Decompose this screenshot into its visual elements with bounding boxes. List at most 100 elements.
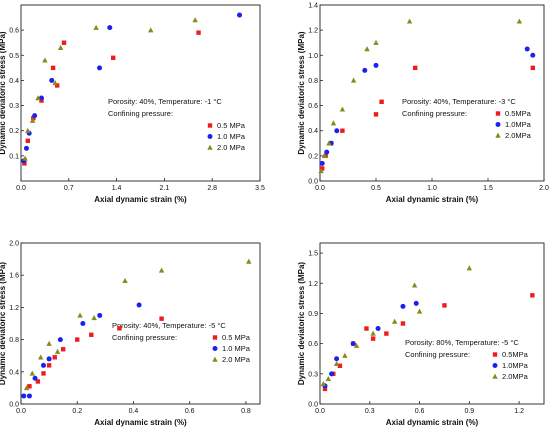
data-point xyxy=(60,347,66,352)
data-point xyxy=(324,149,330,155)
data-point xyxy=(196,30,201,35)
plot-frame xyxy=(319,242,545,405)
data-point xyxy=(122,277,128,284)
data-point xyxy=(50,65,56,71)
x-tick-label: 1.5 xyxy=(483,185,493,192)
legend-marker xyxy=(495,122,501,127)
data-point xyxy=(340,128,345,133)
legend-label: 0.5 MPa xyxy=(222,333,251,342)
data-point xyxy=(406,18,413,24)
y-tick-label: 0.6 xyxy=(308,103,318,110)
data-point xyxy=(27,384,32,389)
series-1.0mpa xyxy=(21,302,142,399)
data-point xyxy=(373,112,379,117)
data-point xyxy=(80,321,86,326)
legend-label: 2.0 MPa xyxy=(217,143,246,152)
x-tick-label: 0.9 xyxy=(464,408,474,415)
data-point xyxy=(136,302,142,308)
y-tick-label: 0.6 xyxy=(308,341,318,348)
data-point xyxy=(353,342,360,348)
y-tick-label: 0.2 xyxy=(308,153,318,160)
x-tick-label: 0.5 xyxy=(371,185,381,192)
x-tick-label: 0.0 xyxy=(315,185,325,192)
x-tick-label: 1.4 xyxy=(112,185,122,192)
data-point xyxy=(41,371,46,376)
x-tick-label: 0.0 xyxy=(16,185,26,192)
data-point xyxy=(35,95,41,101)
condition-annotation: Porosity: 40%, Temperature: -1 °C xyxy=(108,97,222,106)
data-point xyxy=(23,385,30,391)
y-axis-label: Dynamic deviatoric stress (MPa) xyxy=(0,262,7,385)
x-tick-label: 0.2 xyxy=(72,408,82,415)
data-point xyxy=(32,113,38,119)
x-tick-label: 2.1 xyxy=(160,185,170,192)
data-point xyxy=(411,282,418,288)
legend-marker xyxy=(495,111,501,116)
data-point xyxy=(333,360,340,366)
y-tick-label: 0.1 xyxy=(9,153,19,160)
data-point xyxy=(159,316,164,321)
x-tick-label: 0.0 xyxy=(16,408,26,415)
condition-annotation: Porosity: 80%, Temperature: -5 °C xyxy=(405,338,519,347)
data-point xyxy=(342,352,348,358)
y-tick-label: 2.0 xyxy=(9,241,19,248)
y-tick-label: 1.2 xyxy=(9,305,19,312)
x-tick-label: 0.0 xyxy=(315,408,325,415)
data-point xyxy=(89,332,94,337)
y-tick-label: 0.2 xyxy=(9,128,19,135)
data-point xyxy=(334,356,340,362)
data-point xyxy=(384,331,389,336)
data-point xyxy=(91,314,97,321)
data-point xyxy=(57,337,63,343)
data-point xyxy=(35,379,41,384)
y-axis-label: Dynamic deviatoric stress (MPa) xyxy=(297,262,306,385)
y-tick-label: 0.4 xyxy=(308,128,318,135)
legend-label: 0.5 MPa xyxy=(217,121,246,130)
data-point xyxy=(42,57,48,63)
data-point xyxy=(321,152,328,159)
data-point xyxy=(75,337,80,342)
y-tick-label: 0.9 xyxy=(308,311,318,318)
legend-marker xyxy=(207,123,213,128)
data-point xyxy=(22,155,28,161)
x-tick-label: 2.0 xyxy=(539,185,549,192)
legend-title: Confining pressure: xyxy=(108,109,173,118)
x-axis-label: Axial dynamic strain (%) xyxy=(94,418,187,427)
data-point xyxy=(350,341,356,347)
data-point xyxy=(334,128,340,134)
data-point xyxy=(413,65,418,71)
data-point xyxy=(57,44,64,50)
data-point xyxy=(52,355,57,360)
legend-title: Confining pressure: xyxy=(405,350,470,359)
legend-marker xyxy=(212,356,218,362)
data-point xyxy=(32,375,38,381)
data-point xyxy=(516,18,523,24)
series-1.0mpa xyxy=(21,12,243,164)
data-point xyxy=(61,40,67,45)
data-point xyxy=(97,65,103,71)
data-point xyxy=(77,312,83,318)
data-point xyxy=(93,24,99,30)
data-point xyxy=(29,370,35,376)
x-axis-label: Axial dynamic strain (%) xyxy=(94,195,187,204)
data-point xyxy=(391,318,398,324)
data-point xyxy=(337,363,343,368)
x-tick-label: 0.3 xyxy=(365,408,375,415)
data-point xyxy=(466,265,473,271)
plot-frame xyxy=(20,4,261,182)
data-point xyxy=(524,46,530,52)
x-tick-label: 0.7 xyxy=(64,185,74,192)
chart-panel-1: 0.0 0.7 1.4 2.1 2.8 3.5 0.1 0.2 0.3 0.4 0.5 0.6 Axia… xyxy=(0,4,265,204)
legend-label: 1.0MPa xyxy=(505,120,532,129)
data-point xyxy=(39,98,44,103)
chart-panel-3: 0.0 0.2 0.4 0.6 0.8 0.0 0.4 0.8 1.2 1.6 2.0 Axial d… xyxy=(0,241,261,427)
data-point xyxy=(329,371,335,377)
data-point xyxy=(52,80,58,86)
data-point xyxy=(530,65,535,71)
legend-label: 1.0 MPa xyxy=(217,132,246,141)
data-point xyxy=(26,393,32,399)
data-point xyxy=(318,168,324,174)
y-tick-label: 1.4 xyxy=(308,3,318,10)
data-point xyxy=(54,83,60,88)
